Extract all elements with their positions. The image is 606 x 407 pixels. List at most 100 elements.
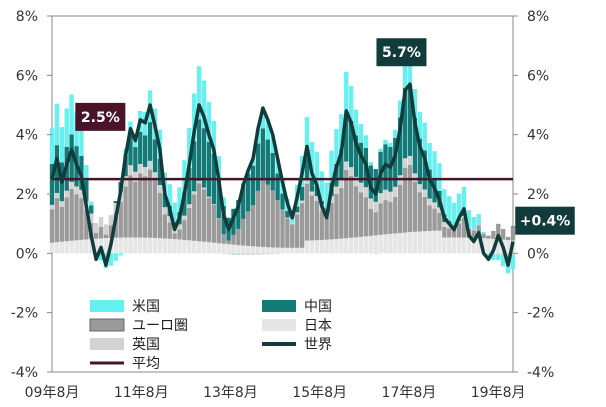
bar-japan bbox=[128, 237, 133, 254]
bar-euro bbox=[260, 180, 266, 247]
bar-euro bbox=[143, 176, 148, 238]
bar-uk bbox=[388, 191, 393, 202]
bar-euro bbox=[481, 233, 486, 239]
bar-china bbox=[182, 192, 187, 216]
bar-euro bbox=[437, 212, 442, 231]
bar-us bbox=[265, 120, 270, 140]
bar-us bbox=[466, 210, 472, 228]
bar-euro bbox=[299, 203, 305, 248]
bar-euro bbox=[344, 169, 349, 239]
bar-japan bbox=[206, 242, 212, 254]
bar-euro bbox=[309, 195, 315, 241]
bar-uk bbox=[437, 207, 442, 213]
legend-swatch-uk bbox=[90, 338, 124, 350]
bar-japan bbox=[314, 240, 320, 254]
bar-japan bbox=[383, 234, 388, 254]
bar-uk bbox=[133, 171, 138, 182]
bar-euro bbox=[172, 233, 177, 240]
bar-euro bbox=[451, 229, 457, 238]
bar-uk bbox=[348, 167, 354, 177]
bar-japan bbox=[358, 236, 364, 254]
bar-euro bbox=[123, 186, 128, 238]
bar-uk bbox=[138, 163, 143, 174]
bar-us bbox=[456, 193, 462, 220]
bar-euro bbox=[407, 164, 413, 233]
bar-uk bbox=[309, 191, 315, 196]
bar-us bbox=[461, 186, 467, 214]
bar-china bbox=[353, 135, 359, 177]
callout-peak-label: 5.7% bbox=[382, 45, 421, 61]
bar-uk bbox=[157, 185, 163, 193]
bar-us bbox=[427, 142, 432, 170]
bar-uk bbox=[510, 253, 516, 255]
bar-uk bbox=[363, 187, 369, 198]
bar-us bbox=[344, 71, 349, 114]
bar-china bbox=[265, 139, 270, 185]
bar-euro bbox=[368, 208, 373, 236]
bar-china bbox=[398, 117, 403, 176]
y-tick-right: 2% bbox=[527, 187, 549, 203]
bar-uk bbox=[402, 158, 408, 168]
bar-japan bbox=[388, 233, 393, 254]
bar-japan bbox=[192, 240, 197, 254]
bar-us bbox=[471, 216, 476, 230]
bar-euro bbox=[388, 201, 393, 234]
bar-euro bbox=[383, 200, 388, 235]
bar-euro bbox=[54, 198, 60, 243]
bar-euro bbox=[128, 175, 133, 238]
bar-euro bbox=[201, 189, 207, 242]
bar-uk bbox=[123, 176, 128, 187]
legend-swatch-us bbox=[90, 300, 124, 312]
bar-uk bbox=[383, 189, 388, 201]
bar-japan bbox=[461, 237, 467, 254]
legend-label-china: 中国 bbox=[304, 299, 332, 315]
bar-japan bbox=[74, 240, 79, 254]
bar-euro bbox=[427, 205, 432, 231]
bar-uk bbox=[378, 193, 383, 204]
world-line bbox=[50, 82, 515, 267]
bar-china bbox=[187, 168, 192, 205]
bar-euro bbox=[505, 236, 511, 241]
bar-japan bbox=[69, 240, 74, 254]
bar-uk bbox=[177, 224, 182, 230]
bar-uk bbox=[427, 198, 432, 206]
bar-china bbox=[162, 194, 167, 208]
bar-euro bbox=[196, 183, 202, 242]
bar-japan bbox=[344, 238, 349, 254]
bar-us bbox=[476, 213, 481, 225]
bar-euro bbox=[211, 204, 217, 243]
bar-us bbox=[309, 141, 315, 179]
bar-euro bbox=[510, 226, 516, 241]
bar-euro bbox=[329, 202, 334, 240]
bar-euro bbox=[138, 173, 143, 238]
bar-uk bbox=[231, 253, 236, 255]
bar-euro bbox=[221, 234, 226, 244]
bar-china bbox=[192, 141, 197, 192]
bar-japan bbox=[270, 247, 275, 254]
bar-japan bbox=[442, 237, 447, 254]
bar-euro bbox=[49, 209, 55, 243]
bar-uk bbox=[314, 196, 320, 201]
bar-euro bbox=[255, 190, 261, 247]
bar-china bbox=[113, 201, 118, 204]
bar-uk bbox=[393, 186, 398, 197]
bar-japan bbox=[221, 243, 226, 254]
bar-us bbox=[64, 108, 69, 147]
bar-uk bbox=[93, 223, 99, 233]
bar-us bbox=[182, 160, 187, 193]
bar-uk bbox=[49, 204, 55, 210]
bar-euro bbox=[398, 185, 403, 233]
legend-label-us: 米国 bbox=[132, 299, 160, 315]
bar-euro bbox=[216, 218, 221, 244]
bar-us bbox=[118, 253, 123, 256]
bar-euro bbox=[496, 223, 501, 240]
bar-japan bbox=[447, 237, 452, 254]
bar-uk bbox=[432, 202, 437, 209]
bar-uk bbox=[270, 253, 275, 254]
bar-japan bbox=[177, 239, 182, 254]
bar-japan bbox=[59, 241, 64, 254]
bar-us bbox=[196, 66, 202, 120]
legend-label-euro: ユーロ圏 bbox=[132, 318, 188, 334]
bar-uk bbox=[280, 209, 285, 211]
